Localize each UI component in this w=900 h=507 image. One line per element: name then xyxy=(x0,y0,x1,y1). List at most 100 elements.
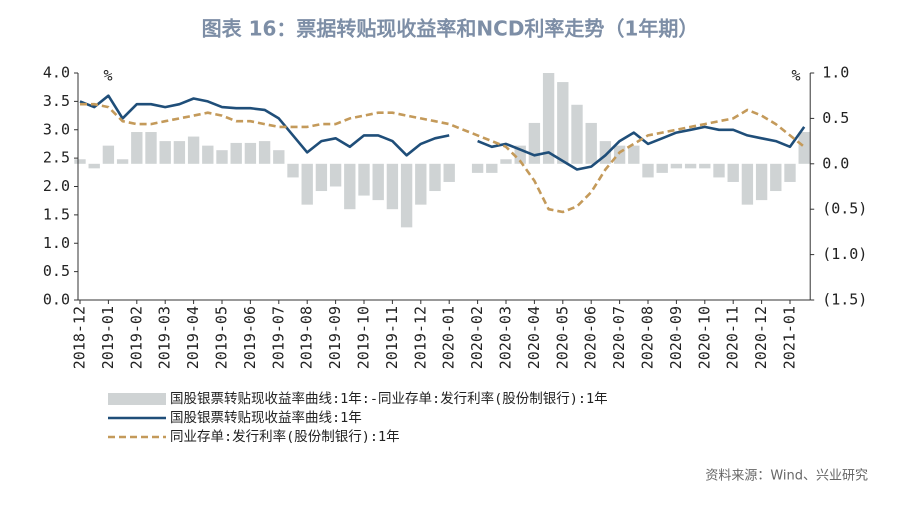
bar xyxy=(684,163,697,169)
x-tick-label: 2020-05 xyxy=(553,306,571,369)
x-tick-label: 2020-11 xyxy=(724,306,742,369)
x-tick-label: 2020-07 xyxy=(610,306,628,369)
x-tick-label: 2020-09 xyxy=(667,306,685,369)
y-tick-label: 1.5 xyxy=(43,205,70,223)
x-tick-label: 2019-12 xyxy=(411,306,429,369)
y-tick-label: 2.0 xyxy=(43,177,70,195)
legend-swatch xyxy=(108,393,166,405)
legend-label: 同业存单:发行利率(股份制银行):1年 xyxy=(170,428,400,445)
x-tick-label: 2019-05 xyxy=(213,306,231,369)
y-tick-label: 0.5 xyxy=(43,262,70,280)
bar xyxy=(599,141,612,164)
bar xyxy=(287,163,299,178)
y2-tick-label: (0.5) xyxy=(822,200,867,218)
bar xyxy=(202,145,214,164)
x-tick-label: 2019-11 xyxy=(383,306,401,369)
x-tick-label: 2019-01 xyxy=(99,306,117,369)
bar xyxy=(486,163,498,173)
x-tick-label: 2020-08 xyxy=(639,306,657,369)
x-tick-label: 2020-10 xyxy=(695,306,713,369)
bar xyxy=(557,82,569,164)
x-tick-label: 2020-01 xyxy=(440,306,458,369)
y-tick-label: 0.0 xyxy=(43,291,70,309)
x-tick-label: 2018-12 xyxy=(71,306,89,369)
bar xyxy=(145,132,157,164)
bar xyxy=(571,104,583,164)
legend-label: 国股银票转贴现收益率曲线:1年:-同业存单:发行利率(股份制银行):1年 xyxy=(170,390,608,407)
bar xyxy=(514,145,526,164)
x-tick-label: 2021-01 xyxy=(781,306,799,369)
bar xyxy=(642,163,654,178)
y-tick-label: 3.0 xyxy=(43,120,70,138)
y-unit: % xyxy=(103,67,112,85)
bar xyxy=(656,163,668,173)
bar xyxy=(372,163,384,201)
bar xyxy=(798,132,810,164)
x-tick-label: 2019-02 xyxy=(127,306,145,369)
bar xyxy=(74,159,86,164)
x-tick-label: 2019-10 xyxy=(355,306,373,369)
x-tick-label: 2020-06 xyxy=(582,306,600,369)
bar xyxy=(315,163,328,192)
source: 资料来源：Wind、兴业研究 xyxy=(705,469,868,484)
bar xyxy=(386,163,399,210)
bar xyxy=(102,145,115,164)
bar xyxy=(699,163,711,169)
line xyxy=(80,102,806,214)
bar xyxy=(429,163,441,192)
bar xyxy=(741,163,754,205)
bar xyxy=(216,150,228,164)
bar xyxy=(443,163,455,182)
bar xyxy=(628,145,640,164)
bar xyxy=(755,163,768,201)
bar xyxy=(471,163,484,173)
bar xyxy=(415,163,427,205)
bar xyxy=(542,73,555,164)
bar xyxy=(670,163,683,169)
x-tick-label: 2020-02 xyxy=(468,306,486,369)
bar xyxy=(528,122,541,164)
y-tick-label: 1.0 xyxy=(43,234,70,252)
y2-tick-label: (1.0) xyxy=(822,245,867,263)
bar xyxy=(88,163,100,169)
bar xyxy=(500,159,512,164)
bar xyxy=(258,141,271,164)
y-tick-label: 2.5 xyxy=(43,149,70,167)
bar xyxy=(400,163,413,228)
x-tick-label: 2019-07 xyxy=(269,306,287,369)
legend-label: 国股银票转贴现收益率曲线:1年 xyxy=(170,409,362,426)
bar xyxy=(713,163,725,178)
x-tick-label: 2019-09 xyxy=(326,306,344,369)
bar xyxy=(273,150,285,164)
bar xyxy=(784,163,796,182)
bar xyxy=(116,159,129,164)
bar xyxy=(344,163,356,210)
x-tick-label: 2019-04 xyxy=(184,306,202,369)
y2-tick-label: 1.0 xyxy=(822,64,849,82)
bar xyxy=(244,142,257,164)
y2-tick-label: 0.0 xyxy=(822,154,849,172)
y2-tick-label: (1.5) xyxy=(822,291,867,309)
bar xyxy=(173,141,186,164)
bar xyxy=(585,122,597,164)
chart-title: 图表 16：票据转贴现收益率和NCD利率走势（1年期） xyxy=(202,17,699,41)
bar xyxy=(159,141,171,164)
bar xyxy=(187,136,200,164)
bar xyxy=(770,163,782,192)
bar xyxy=(329,163,342,187)
x-tick-label: 2020-04 xyxy=(525,306,543,369)
x-tick-label: 2020-03 xyxy=(497,306,515,369)
x-tick-label: 2020-12 xyxy=(752,306,770,369)
y-tick-label: 4.0 xyxy=(43,64,70,82)
bar xyxy=(727,163,739,182)
bar xyxy=(230,142,242,164)
y2-unit: % xyxy=(791,67,800,85)
bar xyxy=(358,163,370,196)
x-tick-label: 2019-08 xyxy=(298,306,316,369)
y-tick-label: 3.5 xyxy=(43,92,70,110)
y2-tick-label: 0.5 xyxy=(822,109,849,127)
x-tick-label: 2019-06 xyxy=(241,306,259,369)
bar xyxy=(613,145,626,164)
bar xyxy=(301,163,313,205)
